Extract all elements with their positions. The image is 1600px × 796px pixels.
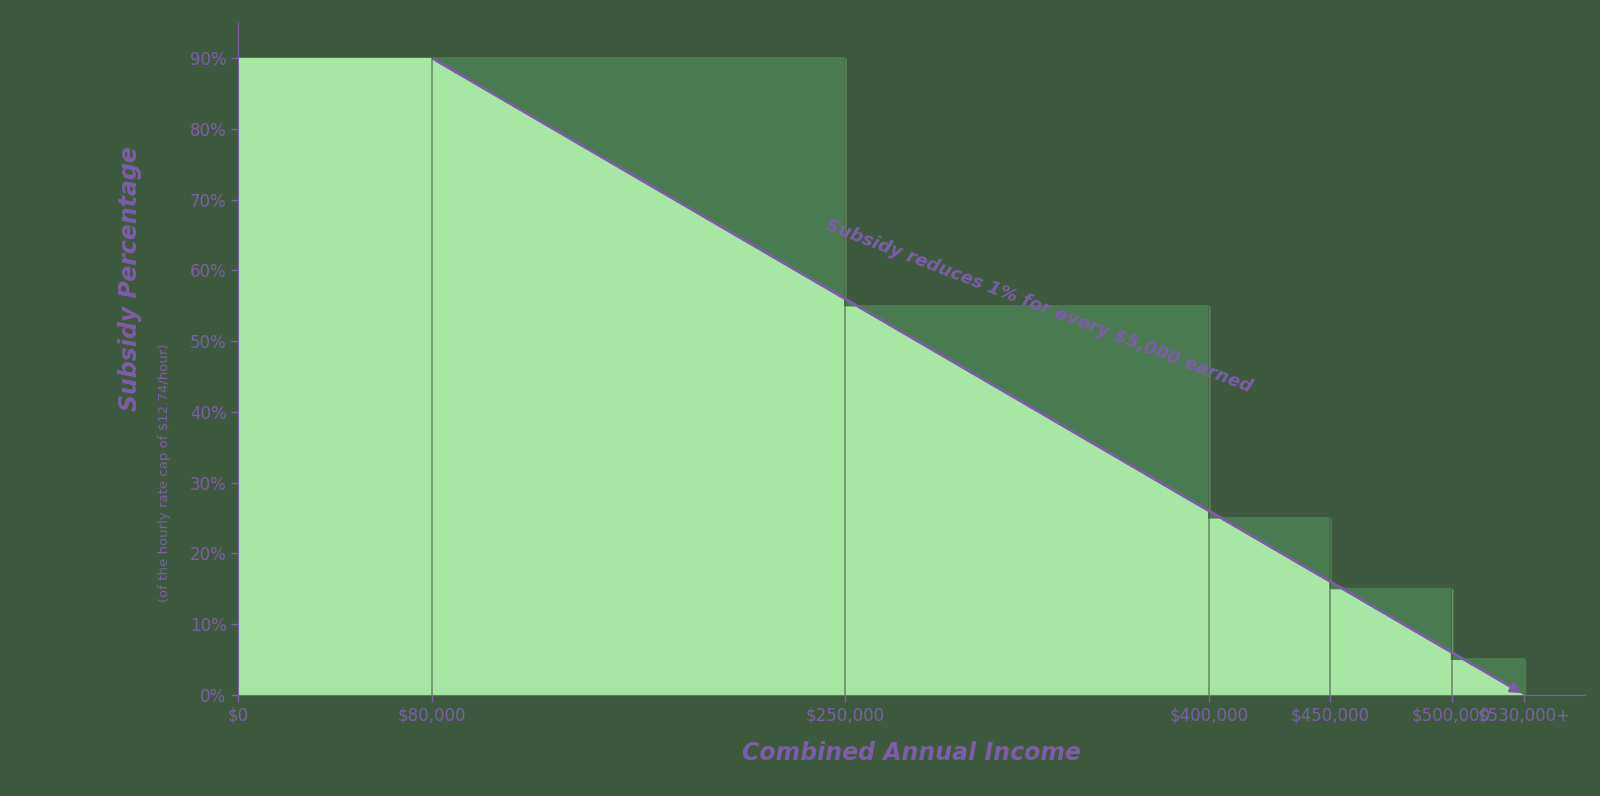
Text: (of the hourly rate cap of $12.74/hour): (of the hourly rate cap of $12.74/hour) — [158, 344, 171, 603]
X-axis label: Combined Annual Income: Combined Annual Income — [742, 741, 1082, 765]
Text: Subsidy Percentage: Subsidy Percentage — [118, 146, 142, 411]
Polygon shape — [238, 58, 1525, 695]
Text: Subsidy reduces 1% for every $5,000 earned: Subsidy reduces 1% for every $5,000 earn… — [824, 216, 1254, 396]
Polygon shape — [432, 58, 1525, 695]
